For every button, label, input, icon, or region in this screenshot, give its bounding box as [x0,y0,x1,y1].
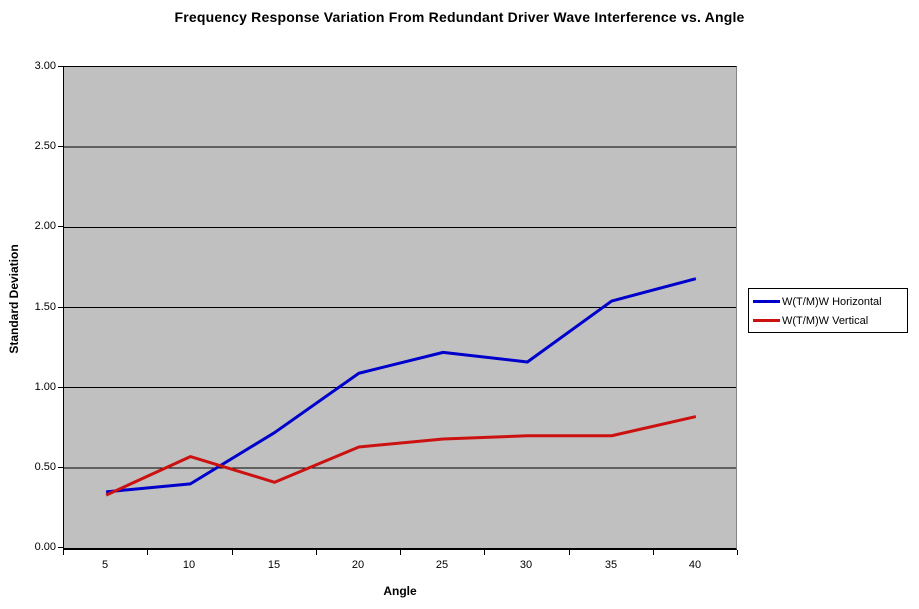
y-tick-mark [58,307,63,308]
y-tick-mark [58,146,63,147]
y-tick-mark [58,547,63,548]
x-tick-mark [316,550,317,555]
plot-area [63,66,737,550]
y-tick-label: 1.00 [34,381,56,393]
y-tick-label: 2.00 [34,220,56,232]
legend-swatch-icon [753,319,780,322]
y-tick-mark [58,387,63,388]
x-tick-mark [569,550,570,555]
y-tick-mark [58,467,63,468]
x-tick-label: 35 [604,559,618,571]
plot-svg [64,146,736,497]
x-tick-mark [400,550,401,555]
y-axis-title: Standard Deviation [7,244,21,354]
y-tick-label: 3.00 [34,60,56,72]
y-tick-label: 0.00 [34,541,56,553]
x-tick-mark [232,550,233,555]
x-tick-mark [653,550,654,555]
x-tick-label: 5 [101,559,109,571]
y-tick-mark [58,226,63,227]
x-tick-label: 40 [688,559,702,571]
y-tick-label: 0.50 [34,461,56,473]
y-tick-label: 2.50 [34,140,56,152]
series-line-0 [105,277,697,494]
legend-row-0: W(T/M)W Horizontal [749,292,907,311]
chart-title: Frequency Response Variation From Redund… [174,9,745,25]
legend-swatch-icon [753,300,780,303]
x-tick-mark [737,550,738,555]
x-tick-label: 10 [182,559,196,571]
x-axis-title: Angle [383,584,417,598]
legend-row-1: W(T/M)W Vertical [749,311,907,330]
x-tick-label: 15 [267,559,281,571]
y-tick-label: 1.50 [34,301,56,313]
x-tick-mark [63,550,64,555]
legend-label: W(T/M)W Vertical [782,314,869,327]
legend: W(T/M)W Horizontal W(T/M)W Vertical [748,288,908,333]
x-tick-mark [147,550,148,555]
x-tick-label: 25 [435,559,449,571]
x-tick-label: 20 [351,559,365,571]
legend-label: W(T/M)W Horizontal [782,295,882,308]
x-tick-label: 30 [519,559,533,571]
x-tick-mark [484,550,485,555]
y-tick-mark [58,66,63,67]
series-line-1 [105,415,697,497]
